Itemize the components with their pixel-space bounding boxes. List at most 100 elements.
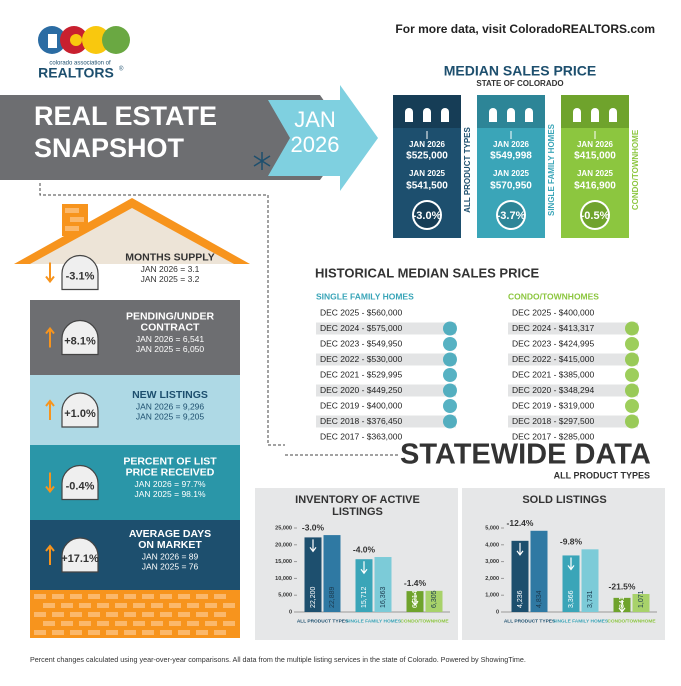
banner-year: 2026 xyxy=(291,132,340,157)
roof-inner xyxy=(30,208,234,264)
row-text: DEC 2017 - $285,000 xyxy=(512,431,594,441)
stat-title: PENDING/UNDER xyxy=(126,310,215,322)
brick xyxy=(52,630,64,635)
row-text: DEC 2022 - $415,000 xyxy=(512,354,594,364)
value-label: 22,889 xyxy=(329,586,336,608)
change-label: -3.0% xyxy=(302,522,325,532)
banner-date-arrow xyxy=(268,85,378,191)
brick xyxy=(97,603,109,608)
association: colorado association of xyxy=(49,61,111,67)
stat-change: -0.4% xyxy=(66,480,95,492)
trend-arrow xyxy=(567,557,575,571)
y-tick-label: 0 xyxy=(496,609,499,615)
bar xyxy=(374,557,392,612)
bar xyxy=(530,530,548,612)
bar xyxy=(632,594,650,612)
current-price: $415,000 xyxy=(574,151,616,162)
brick xyxy=(43,621,55,626)
column-heading: CONDO/TOWNHOMES xyxy=(508,291,599,301)
row-text: DEC 2021 - $529,995 xyxy=(320,369,402,379)
trend-arrow xyxy=(309,539,317,553)
change-label: -21.5% xyxy=(609,581,636,591)
change-badge xyxy=(414,202,440,228)
brick xyxy=(88,630,100,635)
row-dot xyxy=(443,414,457,429)
row-dot xyxy=(443,368,457,382)
statewide-title: STATEWIDE DATA xyxy=(400,439,651,471)
chart-title: SOLD LISTINGS xyxy=(522,494,607,506)
bar xyxy=(304,537,322,612)
trend-arrow xyxy=(411,593,419,607)
stat-change: +17.1% xyxy=(61,553,99,565)
brick xyxy=(142,612,154,617)
y-tick-label: 5,000 xyxy=(485,525,499,531)
brick xyxy=(97,621,109,626)
change-badge xyxy=(498,202,524,228)
value-label: 3,366 xyxy=(568,590,575,608)
brick xyxy=(169,603,181,608)
brick xyxy=(115,603,127,608)
brick xyxy=(106,612,118,617)
brick xyxy=(52,594,64,599)
value-label: 16,363 xyxy=(380,586,387,608)
brick xyxy=(70,630,82,635)
brick xyxy=(115,621,127,626)
current-price: $549,998 xyxy=(490,151,532,162)
value-label: 6,305 xyxy=(431,590,438,608)
row-bar xyxy=(316,415,456,428)
row-dot xyxy=(625,337,639,351)
row-dot xyxy=(625,352,639,367)
brick xyxy=(70,594,82,599)
stat-change: +8.1% xyxy=(64,335,96,347)
y-tick-label: 4,000 xyxy=(485,542,499,548)
window xyxy=(609,108,617,122)
connector xyxy=(39,183,285,446)
y-tick-label: 10,000 xyxy=(275,576,292,582)
row-dot xyxy=(443,383,457,398)
window xyxy=(405,108,413,122)
row-text: DEC 2023 - $549,950 xyxy=(320,338,402,348)
stat-prior: JAN 2025 = 76 xyxy=(142,561,199,571)
brick xyxy=(34,612,46,617)
change-label: -12.4% xyxy=(507,518,534,528)
badge xyxy=(61,537,99,573)
trend-arrow xyxy=(45,262,55,284)
brick xyxy=(52,612,64,617)
row-dot xyxy=(625,368,639,382)
stat-title: PRICE RECEIVED xyxy=(126,466,215,478)
footer: Percent changes calculated using year-ov… xyxy=(30,655,526,664)
stat-prior: JAN 2025 = 3.2 xyxy=(141,274,200,284)
badge xyxy=(61,254,99,291)
brick xyxy=(124,594,136,599)
bar xyxy=(355,559,373,612)
brick xyxy=(196,612,208,617)
bar xyxy=(511,540,529,612)
trend-arrow xyxy=(516,542,524,556)
brick xyxy=(178,630,190,635)
x-tick-label: CONDO/TOWNHOME xyxy=(607,618,656,624)
trend-arrow xyxy=(45,544,55,565)
bar xyxy=(425,590,443,612)
stat-title: MONTHS SUPPLY xyxy=(125,251,214,263)
row-text: DEC 2018 - $297,500 xyxy=(512,416,594,426)
brick xyxy=(214,594,226,599)
brick xyxy=(65,226,79,231)
prior-period: JAN 2025 xyxy=(493,169,530,178)
house-label: CONDO/TOWNHOME xyxy=(631,129,640,210)
stat-prior: JAN 2025 = 98.1% xyxy=(134,489,206,499)
row-dot xyxy=(443,352,457,367)
row-text: DEC 2024 - $575,000 xyxy=(320,323,402,333)
window xyxy=(489,108,497,122)
row-dot xyxy=(443,321,457,336)
current-period: JAN 2026 xyxy=(409,140,446,149)
brick xyxy=(151,603,163,608)
snowflake xyxy=(253,152,271,170)
brick xyxy=(196,594,208,599)
y-tick-label: 25,000 xyxy=(275,525,292,531)
brick xyxy=(106,594,118,599)
row-text: DEC 2025 - $400,000 xyxy=(512,307,594,317)
row-bar xyxy=(508,322,638,335)
brick xyxy=(133,621,145,626)
